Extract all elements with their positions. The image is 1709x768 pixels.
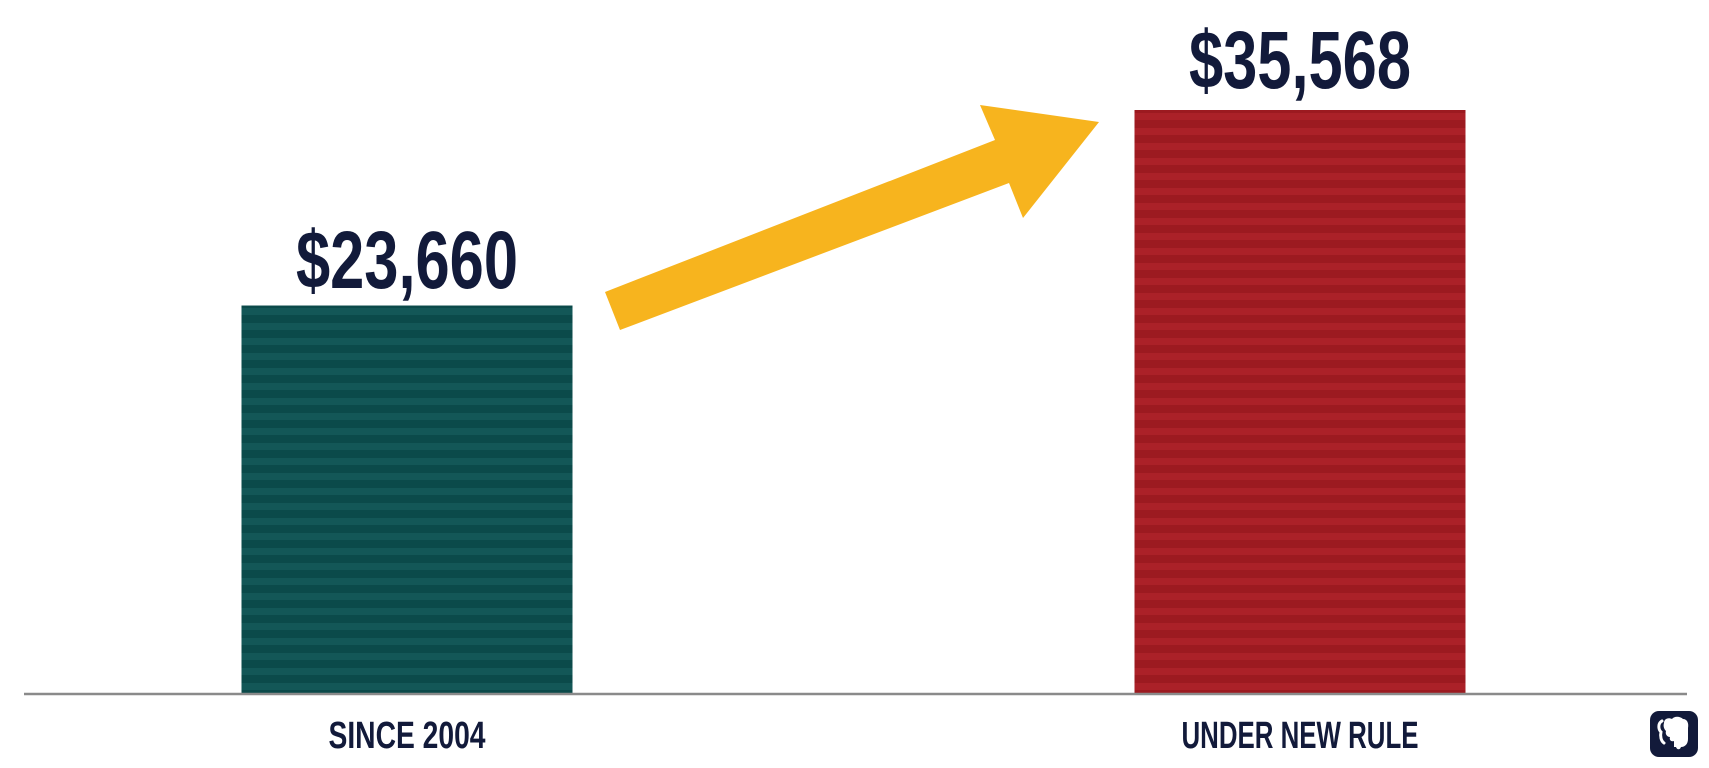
value-label-under-new-rule: $35,568	[1189, 15, 1411, 106]
elephant-icon	[1650, 711, 1698, 757]
bar-under-new-rule	[1134, 110, 1466, 694]
increase-arrow	[605, 105, 1099, 330]
category-label-under-new-rule: UNDER NEW RULE	[1182, 715, 1419, 757]
bar-since-2004	[241, 305, 573, 694]
bars-group	[241, 110, 1466, 694]
value-label-since-2004: $23,660	[296, 215, 518, 306]
category-label-since-2004: SINCE 2004	[329, 715, 486, 757]
